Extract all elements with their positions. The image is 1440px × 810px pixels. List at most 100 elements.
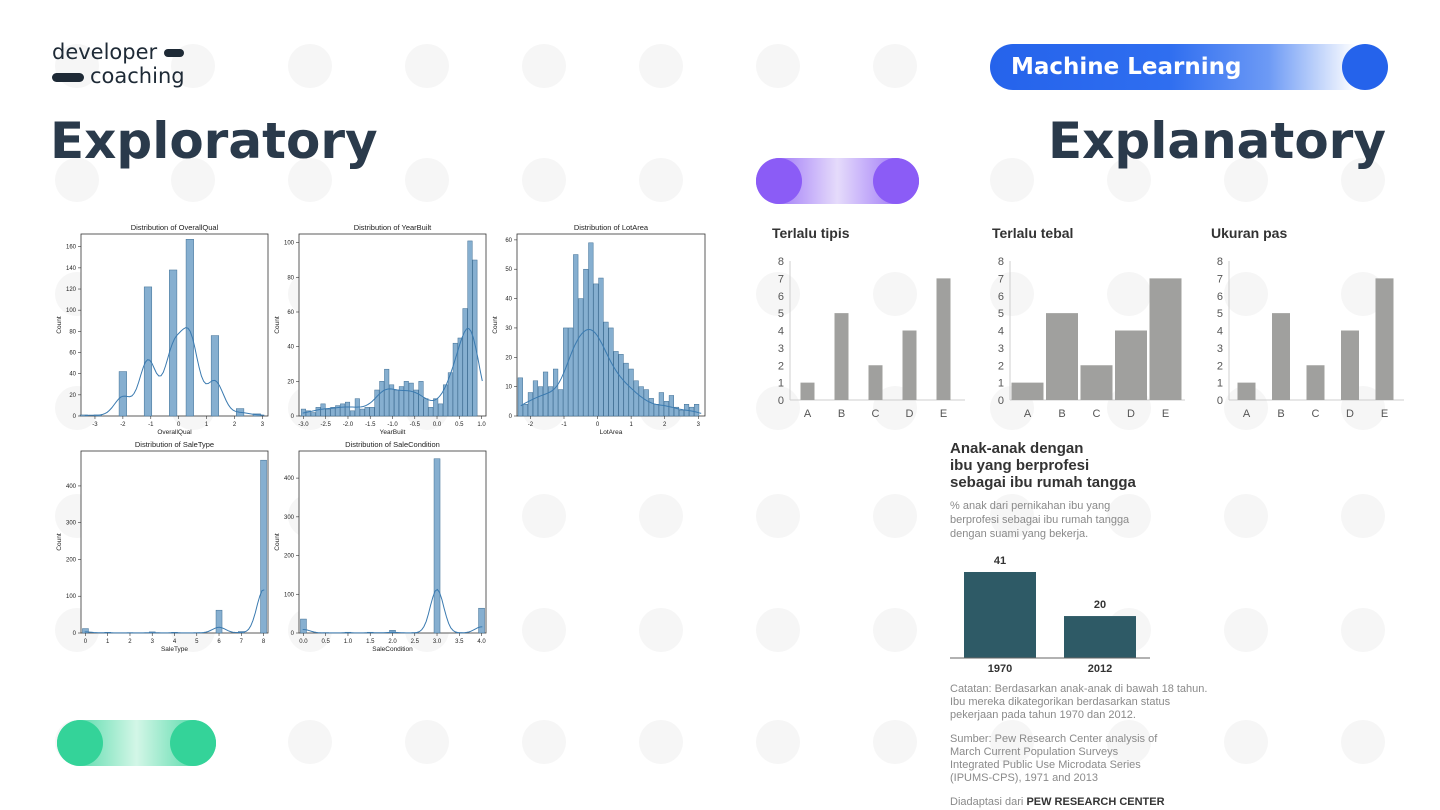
explanatory-bar (1011, 382, 1044, 400)
histogram-xtick-label: 3 (697, 422, 701, 428)
pew-note: Catatan: Berdasarkan anak-anak di bawah … (950, 683, 1210, 722)
histogram-xlabel: YearBuilt (380, 429, 406, 436)
histogram-bar (573, 254, 579, 417)
histogram-ytick-label: 200 (66, 557, 77, 563)
histogram-bar (143, 286, 153, 417)
background-dot (522, 158, 566, 202)
explanatory-chart-0: Terlalu tipis 0 1 2 3 4 5 6 7 8 A B C D E (772, 225, 965, 420)
histogram-xtick-label: -1.5 (365, 422, 376, 428)
histogram-bar (210, 335, 220, 417)
pew-bar-chart: 41 1970 20 2012 (950, 555, 1150, 675)
pew-subtitle-line: berprofesi sebagai ibu rumah tangga (950, 514, 1130, 526)
histogram-ylabel: Count (274, 533, 281, 551)
explanatory-xtick-label: E (1162, 408, 1169, 420)
histogram-xtick-label: 0.5 (455, 422, 464, 428)
histogram-title: Distribution of SaleCondition (345, 440, 440, 449)
histogram-xlabel: OverallQual (157, 429, 192, 436)
pew-adapted-prefix: Diadaptasi dari (950, 796, 1027, 808)
histogram-ytick-label: 140 (66, 266, 77, 272)
histogram-xtick-label: 2.0 (388, 639, 397, 645)
background-dot (756, 608, 800, 652)
histogram-ytick-label: 300 (66, 521, 77, 527)
histogram-ytick-label: 40 (69, 372, 76, 378)
badge-label: Machine Learning (1011, 54, 1242, 80)
pew-bar (1064, 616, 1136, 658)
green-toggle-knob-left (57, 720, 103, 766)
histogram-bar (340, 403, 346, 417)
background-dot (639, 608, 683, 652)
explanatory-bar (1237, 382, 1256, 400)
histogram-bar (527, 392, 533, 417)
histogram-xtick-label: -1 (148, 422, 154, 428)
pew-source-line: March Current Population Surveys (950, 746, 1119, 758)
background-dot (756, 44, 800, 88)
histogram-xtick-label: -3.0 (298, 422, 309, 428)
background-dot (639, 158, 683, 202)
histogram-ytick-label: 80 (69, 329, 76, 335)
explanatory-ytick-label: 2 (1217, 360, 1223, 372)
histogram-bar (673, 406, 680, 417)
explanatory-ytick-label: 7 (998, 273, 1004, 285)
background-dot (756, 720, 800, 764)
background-dot (522, 608, 566, 652)
explanatory-ytick-label: 0 (998, 395, 1004, 407)
histogram-bar (578, 298, 584, 417)
pew-bar (964, 572, 1036, 658)
explanatory-xtick-label: B (838, 408, 845, 420)
logo-pill-top (164, 49, 184, 57)
explanatory-ytick-label: 5 (778, 308, 784, 320)
histogram-bar (472, 259, 478, 417)
histogram-ytick-label: 100 (284, 592, 295, 598)
background-dot (990, 720, 1034, 764)
histogram-xtick-label: 2 (128, 639, 132, 645)
histogram-bar (335, 405, 341, 417)
histogram-xtick-label: 3.5 (455, 639, 464, 645)
histogram-xtick-label: 1.5 (366, 639, 375, 645)
pew-title-line: Anak-anak dengan (950, 440, 1084, 457)
histogram-bar (618, 354, 624, 417)
histogram-bar (330, 407, 336, 417)
explanatory-xtick-label: B (1058, 408, 1065, 420)
histogram-bar (310, 412, 316, 417)
explanatory-bar (800, 382, 815, 400)
explanatory-bar (868, 365, 883, 400)
histogram-ytick-label: 10 (505, 385, 512, 391)
histogram-1: Distribution of YearBuilt YearBuilt Count -… (274, 223, 487, 436)
histogram-xtick-label: 4.0 (477, 639, 486, 645)
histogram-bar (648, 398, 654, 417)
explanatory-ytick-label: 4 (778, 326, 784, 338)
histogram-xtick-label: 0 (177, 422, 181, 428)
background-dot (288, 44, 332, 88)
background-dot (288, 720, 332, 764)
histogram-bar (384, 368, 390, 417)
histogram-bar (658, 392, 664, 417)
histogram-2: Distribution of LotArea LotArea Count -2 -1 0… (492, 223, 706, 436)
histogram-xtick-label: 0.5 (322, 639, 331, 645)
purple-toggle-knob-left (756, 158, 802, 204)
explanatory-chart-title: Terlalu tebal (992, 225, 1073, 241)
explanatory-ytick-label: 8 (778, 256, 784, 268)
purple-toggle-decoration (756, 158, 919, 204)
developer-coaching-logo: developer coaching (52, 40, 192, 92)
histogram-bar (663, 401, 669, 417)
background-dot (1341, 158, 1385, 202)
explanatory-bar (1272, 313, 1290, 400)
explanatory-chart-1: Terlalu tebal 0 1 2 3 4 5 6 7 8 A B C D E (992, 225, 1185, 420)
histogram-0: Distribution of OverallQual OverallQual Co… (56, 223, 269, 436)
histogram-xlabel: LotArea (600, 429, 623, 436)
histogram-bar (452, 342, 458, 417)
histogram-bar (345, 401, 351, 417)
histogram-bar (215, 609, 223, 634)
background-dot (1341, 272, 1385, 316)
histogram-bar (118, 371, 127, 417)
histogram-xtick-label: 7 (240, 639, 244, 645)
explanatory-ytick-label: 3 (778, 343, 784, 355)
histogram-bar (623, 362, 629, 417)
histogram-xtick-label: 2 (233, 422, 237, 428)
histogram-bar (598, 277, 604, 417)
explanatory-xtick-label: D (906, 408, 914, 420)
explanatory-ytick-label: 6 (778, 291, 784, 303)
histogram-ytick-label: 0 (73, 414, 77, 420)
histogram-bar (300, 618, 307, 634)
